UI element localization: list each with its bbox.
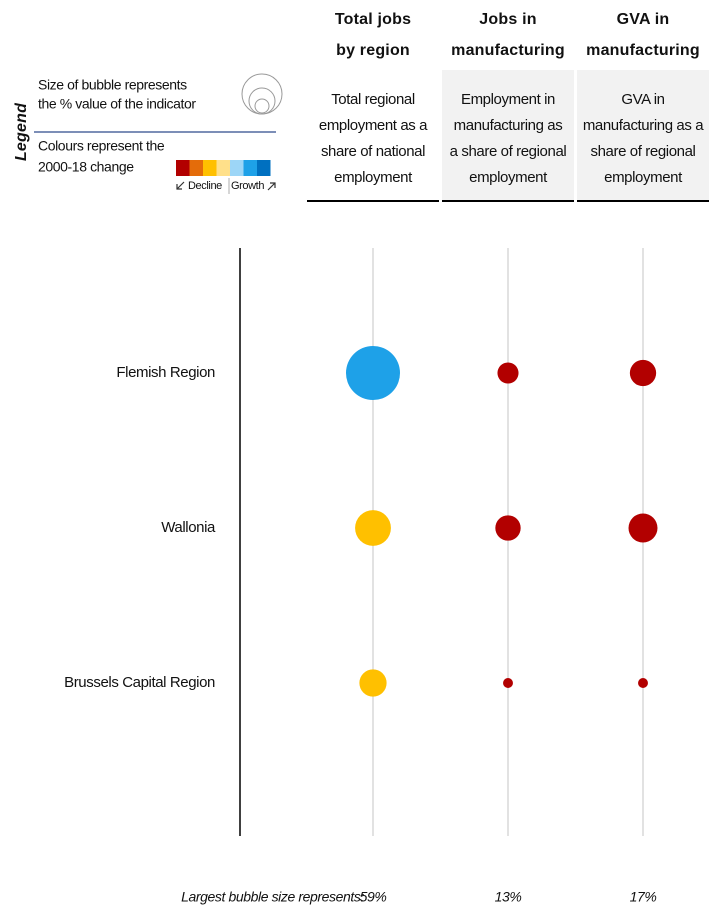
legend-growth: Growth xyxy=(231,180,264,192)
row-label: Flemish Region xyxy=(116,364,215,381)
bubble xyxy=(629,359,657,387)
footer-label: Largest bubble size represents: xyxy=(181,889,364,905)
legend-size-text: the % value of the indicator xyxy=(38,96,196,112)
largest-label: 17% xyxy=(630,889,657,905)
color-swatch xyxy=(203,160,217,176)
column-description: a share of regional xyxy=(450,143,567,160)
legend-color-text: Colours represent the xyxy=(38,138,165,154)
column-description: employment as a xyxy=(319,117,428,134)
column-description: share of national xyxy=(321,143,425,160)
color-swatch xyxy=(230,160,244,176)
bubble xyxy=(638,678,648,688)
color-swatch xyxy=(243,160,257,176)
bubble xyxy=(497,362,519,384)
legend-size-text: Size of bubble represents xyxy=(38,77,187,93)
color-swatch xyxy=(257,160,271,176)
header-box xyxy=(442,70,574,201)
bubble xyxy=(628,513,658,543)
largest-label: 59% xyxy=(360,889,387,905)
column-title: Total jobs xyxy=(335,11,411,28)
color-swatch xyxy=(189,160,203,176)
column-description: GVA in xyxy=(621,91,664,108)
bubble xyxy=(355,510,391,546)
column-description: manufacturing as xyxy=(454,117,563,134)
color-scale xyxy=(176,160,271,176)
column-description: manufacturing as a xyxy=(583,117,704,134)
column-title: manufacturing xyxy=(451,42,565,59)
column-description: employment xyxy=(469,169,548,186)
header-box xyxy=(577,70,709,201)
column-title: Jobs in xyxy=(479,11,536,28)
row-label: Wallonia xyxy=(161,519,216,536)
size-icon xyxy=(241,73,283,115)
column-title: manufacturing xyxy=(586,42,700,59)
color-swatch xyxy=(176,160,190,176)
bubble xyxy=(503,678,513,688)
bubble xyxy=(495,515,521,541)
legend-color-text: 2000-18 change xyxy=(38,159,134,175)
column-description: employment xyxy=(334,169,413,186)
bubble xyxy=(359,669,387,697)
column-title: by region xyxy=(336,42,410,59)
column-title: GVA in xyxy=(617,11,670,28)
legend-arrows xyxy=(176,178,276,194)
column-description: employment xyxy=(604,169,683,186)
legend-decline: Decline xyxy=(188,180,222,192)
largest-label: 13% xyxy=(495,889,522,905)
column-description: Total regional xyxy=(331,91,415,108)
column-description: Employment in xyxy=(461,91,555,108)
bubble xyxy=(346,346,400,400)
legend-title: Legend xyxy=(13,102,30,161)
row-label: Brussels Capital Region xyxy=(64,674,215,691)
color-swatch xyxy=(216,160,230,176)
column-description: share of regional xyxy=(591,143,696,160)
